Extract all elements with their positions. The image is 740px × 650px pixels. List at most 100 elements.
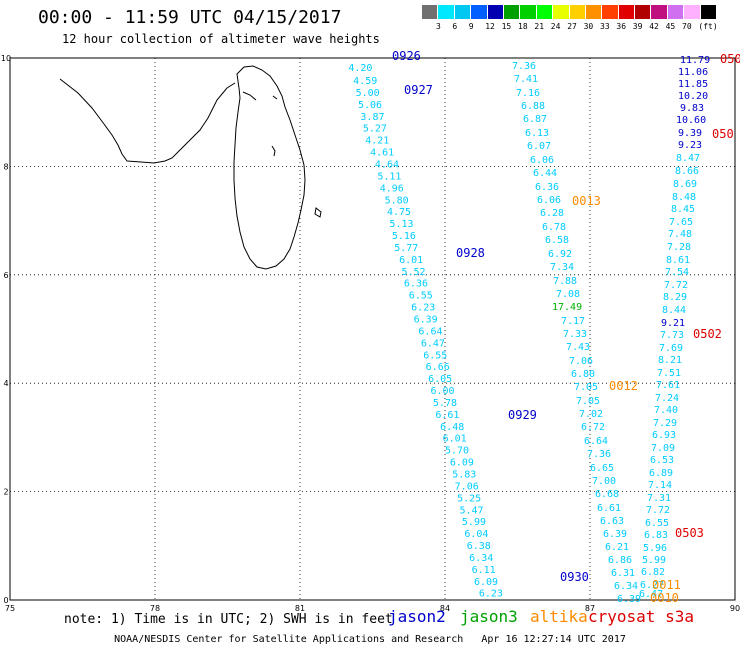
svg-text:6.92: 6.92 <box>548 249 572 260</box>
svg-text:7.88: 7.88 <box>553 276 577 287</box>
svg-text:6.31: 6.31 <box>611 568 635 579</box>
y-tick-label: 4 <box>3 379 8 388</box>
color-swatch <box>536 5 554 19</box>
svg-text:7.08: 7.08 <box>556 289 580 300</box>
svg-text:6.82: 6.82 <box>641 567 665 578</box>
svg-text:6.87: 6.87 <box>523 114 547 125</box>
svg-text:7.36: 7.36 <box>512 61 536 72</box>
color-swatch <box>602 5 619 19</box>
svg-text:6.53: 6.53 <box>650 455 674 466</box>
svg-text:7.73: 7.73 <box>660 330 684 341</box>
svg-text:6.44: 6.44 <box>533 168 557 179</box>
svg-text:6.27: 6.27 <box>640 580 664 591</box>
map-frame <box>9 57 736 601</box>
pass-time-label: 0929 <box>508 408 537 422</box>
svg-text:7.05: 7.05 <box>576 396 600 407</box>
swh-value: 4.59 <box>353 76 377 87</box>
color-scale-label: 39 <box>632 22 643 31</box>
swh-value: 5.27 <box>363 124 387 135</box>
svg-text:6.06: 6.06 <box>530 155 554 166</box>
swh-value: 4.96 <box>380 183 404 194</box>
mission-label: jason3 <box>460 607 518 626</box>
svg-text:8.45: 8.45 <box>671 204 695 215</box>
svg-text:7.14: 7.14 <box>648 480 672 491</box>
svg-text:8.69: 8.69 <box>673 179 697 190</box>
svg-text:11.79: 11.79 <box>680 55 710 66</box>
swh-value: 6.61 <box>435 410 459 421</box>
swh-value: 5.83 <box>452 470 476 481</box>
pass-time-label: 0012 <box>609 379 638 393</box>
swh-value: 5.77 <box>394 243 418 254</box>
svg-text:7.69: 7.69 <box>659 343 683 354</box>
color-swatch <box>618 5 636 19</box>
svg-text:6.07: 6.07 <box>527 141 551 152</box>
swh-value: 5.99 <box>462 517 486 528</box>
x-tick-label: 84 <box>440 604 450 613</box>
svg-text:8.21: 8.21 <box>658 355 682 366</box>
mission-label: cryosat s3a <box>588 607 694 626</box>
swh-value: 5.00 <box>356 88 380 99</box>
mission-label: altika <box>530 607 588 626</box>
color-swatch <box>438 5 455 19</box>
svg-text:9.21: 9.21 <box>661 318 685 329</box>
swh-value: 6.47 <box>421 338 445 349</box>
svg-text:6.47: 6.47 <box>639 589 663 600</box>
color-swatch <box>635 5 652 19</box>
svg-text:6.68: 6.68 <box>595 489 619 500</box>
swh-value: 6.55 <box>423 350 447 361</box>
y-tick-label: 0 <box>3 596 8 605</box>
island <box>314 207 322 218</box>
svg-text:7.54: 7.54 <box>665 267 689 278</box>
pass-time-label: 050 <box>720 52 740 66</box>
swh-value: 4.61 <box>370 148 394 159</box>
swh-value: 6.00 <box>431 386 455 397</box>
swh-value: 6.48 <box>440 422 464 433</box>
svg-text:6.55: 6.55 <box>645 518 669 529</box>
svg-text:6.36: 6.36 <box>535 182 559 193</box>
svg-text:6.88: 6.88 <box>521 101 545 112</box>
swh-value: 5.13 <box>389 219 413 230</box>
pass-time-label: 0928 <box>456 246 485 260</box>
svg-text:7.05: 7.05 <box>574 382 598 393</box>
swh-value: 6.34 <box>469 553 493 564</box>
swh-value: 6.01 <box>399 255 423 266</box>
color-swatch <box>684 5 701 19</box>
swh-value: 5.80 <box>385 195 409 206</box>
pass-time-label: 0011 <box>652 578 681 592</box>
svg-text:8.29: 8.29 <box>663 292 687 303</box>
pass-time-label: 0502 <box>693 327 722 341</box>
color-scale-bar <box>422 5 718 19</box>
svg-text:7.28: 7.28 <box>667 242 691 253</box>
svg-text:5.96: 5.96 <box>643 543 667 554</box>
color-swatch <box>585 5 603 19</box>
swh-value: 5.52 <box>402 267 426 278</box>
y-tick-label: 10 <box>1 54 11 63</box>
svg-text:7.72: 7.72 <box>664 280 688 291</box>
color-swatch <box>520 5 537 19</box>
svg-text:6.21: 6.21 <box>605 542 629 553</box>
svg-text:11.06: 11.06 <box>678 67 708 78</box>
coast-detail <box>271 145 276 157</box>
static-track-values: 7.36 7.41 7.16 6.88 6.87 6.13 6.07 6.06 … <box>512 55 710 605</box>
pass-time-label: 0013 <box>572 194 601 208</box>
coast-detail <box>242 91 257 101</box>
svg-text:8.48: 8.48 <box>672 192 696 203</box>
svg-text:7.61: 7.61 <box>656 380 680 391</box>
svg-text:7.34: 7.34 <box>550 262 574 273</box>
swh-value: 6.11 <box>472 565 496 576</box>
svg-text:7.33: 7.33 <box>563 329 587 340</box>
svg-text:7.09: 7.09 <box>651 443 675 454</box>
svg-text:7.17: 7.17 <box>561 316 585 327</box>
swh-value: 6.01 <box>443 434 467 445</box>
y-tick-label: 2 <box>3 488 8 497</box>
color-swatch <box>553 5 570 19</box>
swh-value: 6.38 <box>467 541 491 552</box>
swh-value: 4.20 <box>348 63 372 74</box>
svg-text:6.58: 6.58 <box>545 235 569 246</box>
svg-text:7.31: 7.31 <box>647 493 671 504</box>
pass-time-label: 0926 <box>392 49 421 63</box>
svg-text:17.49: 17.49 <box>552 302 582 313</box>
svg-text:6.65: 6.65 <box>590 463 614 474</box>
